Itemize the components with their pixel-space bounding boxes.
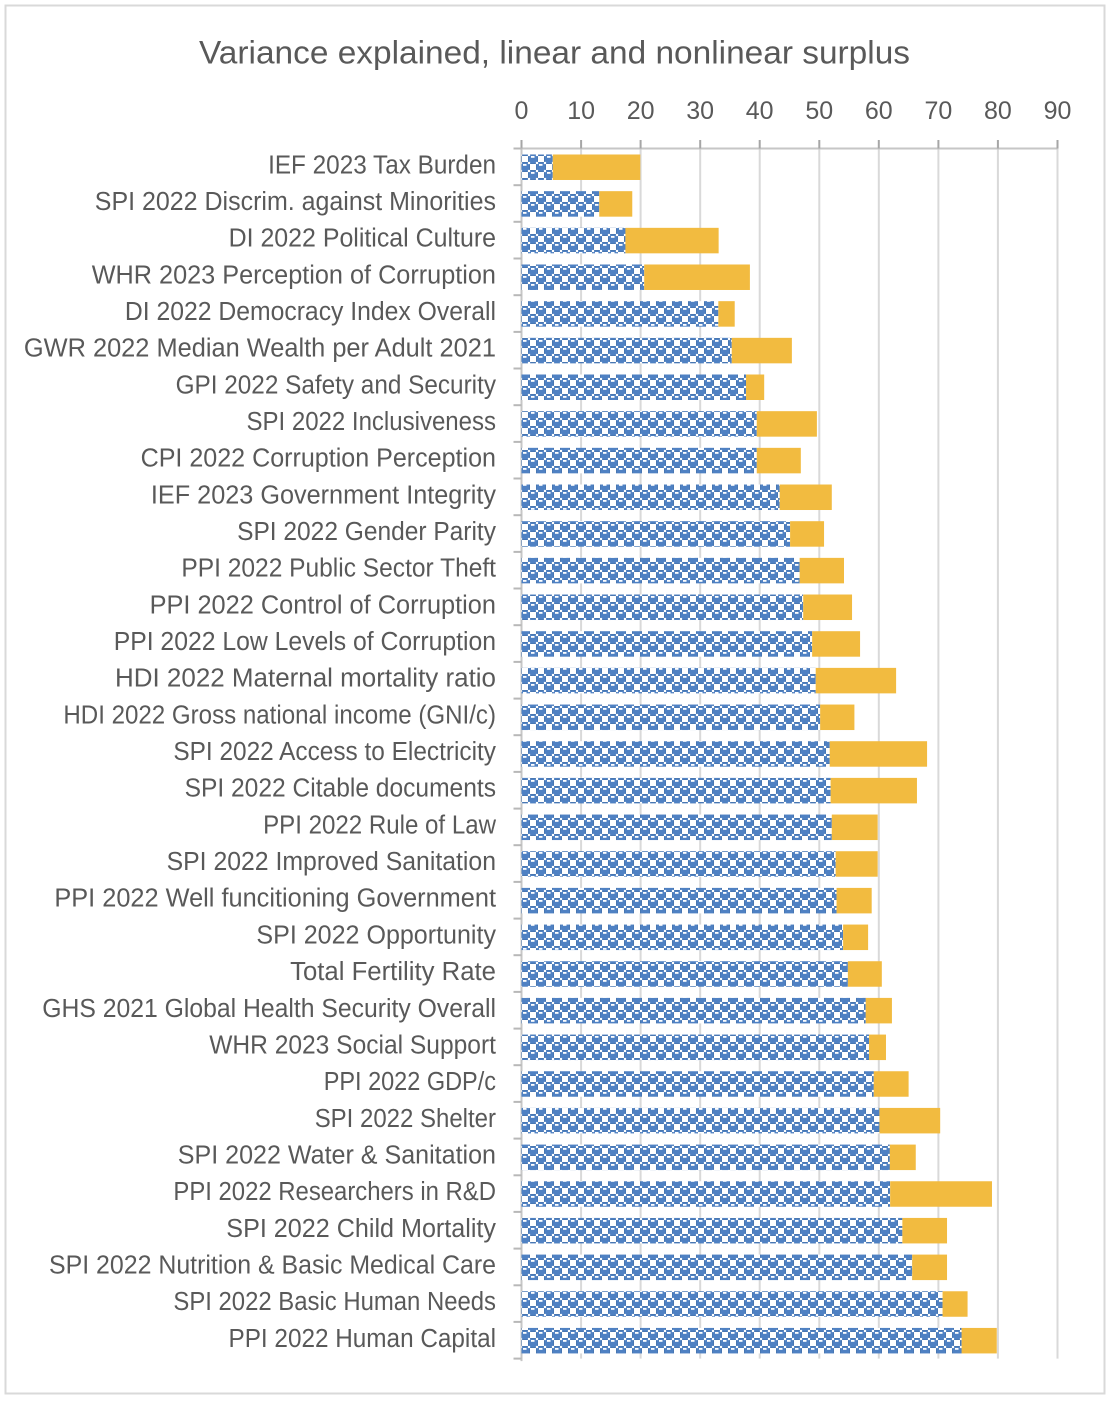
svg-text:PPI 2022 Rule of Law: PPI 2022 Rule of Law bbox=[263, 811, 496, 839]
svg-text:40: 40 bbox=[746, 97, 774, 125]
svg-text:PPI 2022 Control of Corruption: PPI 2022 Control of Corruption bbox=[150, 591, 496, 619]
svg-text:Variance explained, linear and: Variance explained, linear and nonlinear… bbox=[199, 35, 910, 71]
svg-text:GPI 2022 Safety and Security: GPI 2022 Safety and Security bbox=[176, 371, 497, 399]
svg-text:50: 50 bbox=[805, 97, 833, 125]
svg-text:PPI 2022 GDP/c: PPI 2022 GDP/c bbox=[324, 1068, 497, 1096]
svg-text:GHS 2021 Global Health Securit: GHS 2021 Global Health Security Overall bbox=[42, 995, 496, 1023]
svg-text:SPI 2022 Access to Electricity: SPI 2022 Access to Electricity bbox=[173, 738, 496, 766]
svg-text:60: 60 bbox=[865, 97, 893, 125]
svg-text:IEF 2023 Tax Burden: IEF 2023 Tax Burden bbox=[268, 151, 496, 179]
svg-text:SPI 2022 Citable documents: SPI 2022 Citable documents bbox=[185, 775, 496, 803]
svg-text:DI 2022 Political Culture: DI 2022 Political Culture bbox=[229, 225, 496, 253]
svg-text:PPI 2022 Researchers in R&D: PPI 2022 Researchers in R&D bbox=[173, 1178, 496, 1206]
svg-text:SPI 2022 Child Mortality: SPI 2022 Child Mortality bbox=[226, 1215, 496, 1243]
svg-text:30: 30 bbox=[686, 97, 714, 125]
svg-text:70: 70 bbox=[924, 97, 952, 125]
svg-text:80: 80 bbox=[984, 97, 1012, 125]
svg-text:PPI 2022 Human Capital: PPI 2022 Human Capital bbox=[229, 1325, 497, 1353]
svg-text:WHR 2023 Social Support: WHR 2023 Social Support bbox=[209, 1031, 496, 1059]
svg-text:20: 20 bbox=[627, 97, 655, 125]
svg-text:0: 0 bbox=[515, 97, 529, 125]
svg-text:SPI 2022 Discrim. against Mino: SPI 2022 Discrim. against Minorities bbox=[95, 188, 496, 216]
svg-text:SPI 2022 Gender Parity: SPI 2022 Gender Parity bbox=[237, 518, 496, 546]
svg-text:SPI 2022 Opportunity: SPI 2022 Opportunity bbox=[256, 921, 496, 949]
svg-text:SPI 2022 Improved Sanitation: SPI 2022 Improved Sanitation bbox=[167, 848, 496, 876]
svg-text:Total Fertility Rate: Total Fertility Rate bbox=[290, 958, 496, 986]
svg-text:GWR 2022 Median Wealth per Adu: GWR 2022 Median Wealth per Adult 2021 bbox=[24, 335, 496, 363]
svg-text:SPI 2022 Inclusiveness: SPI 2022 Inclusiveness bbox=[247, 408, 497, 436]
svg-text:SPI 2022 Water & Sanitation: SPI 2022 Water & Sanitation bbox=[178, 1141, 496, 1169]
svg-text:PPI 2022 Public Sector Theft: PPI 2022 Public Sector Theft bbox=[181, 555, 496, 583]
svg-text:WHR 2023 Perception of Corrupt: WHR 2023 Perception of Corruption bbox=[92, 261, 496, 289]
svg-text:CPI 2022 Corruption Perception: CPI 2022 Corruption Perception bbox=[141, 445, 496, 473]
svg-text:90: 90 bbox=[1044, 97, 1072, 125]
svg-text:HDI 2022 Gross national income: HDI 2022 Gross national income (GNI/c) bbox=[63, 701, 496, 729]
svg-text:10: 10 bbox=[567, 97, 595, 125]
svg-text:HDI 2022 Maternal mortality ra: HDI 2022 Maternal mortality ratio bbox=[115, 665, 496, 693]
svg-text:SPI 2022 Shelter: SPI 2022 Shelter bbox=[315, 1105, 497, 1133]
svg-text:SPI 2022 Nutrition & Basic Med: SPI 2022 Nutrition & Basic Medical Care bbox=[49, 1251, 496, 1279]
svg-text:IEF 2023 Government Integrity: IEF 2023 Government Integrity bbox=[151, 481, 496, 509]
svg-text:SPI 2022 Basic Human Needs: SPI 2022 Basic Human Needs bbox=[173, 1288, 496, 1316]
svg-text:PPI 2022 Low Levels of Corrupt: PPI 2022 Low Levels of Corruption bbox=[114, 628, 496, 656]
svg-text:PPI 2022 Well funcitioning Gov: PPI 2022 Well funcitioning Government bbox=[54, 885, 496, 913]
svg-text:DI 2022 Democracy Index Overal: DI 2022 Democracy Index Overall bbox=[125, 298, 496, 326]
